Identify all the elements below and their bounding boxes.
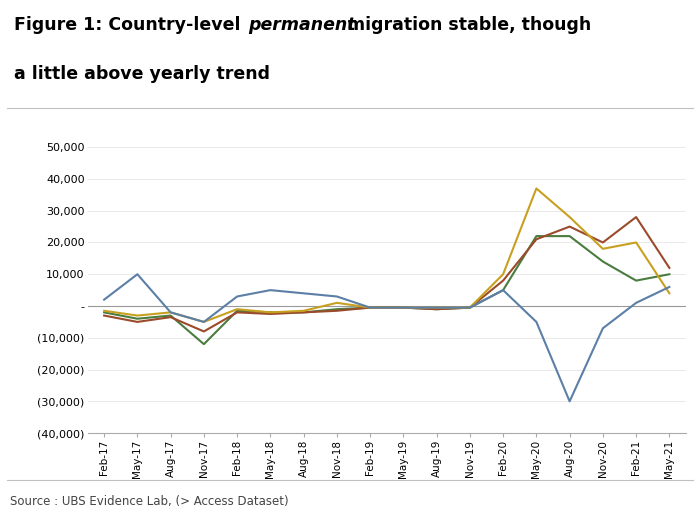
Text: a little above yearly trend: a little above yearly trend: [14, 65, 270, 83]
Text: permanent: permanent: [248, 16, 356, 34]
Text: migration stable, though: migration stable, though: [341, 16, 591, 34]
Text: Figure 1: Country-level: Figure 1: Country-level: [14, 16, 246, 34]
Text: Source : UBS Evidence Lab, (> Access Dataset): Source : UBS Evidence Lab, (> Access Dat…: [10, 495, 289, 508]
Legend: Rural, Town, Suburban, City: Rural, Town, Suburban, City: [218, 524, 556, 525]
